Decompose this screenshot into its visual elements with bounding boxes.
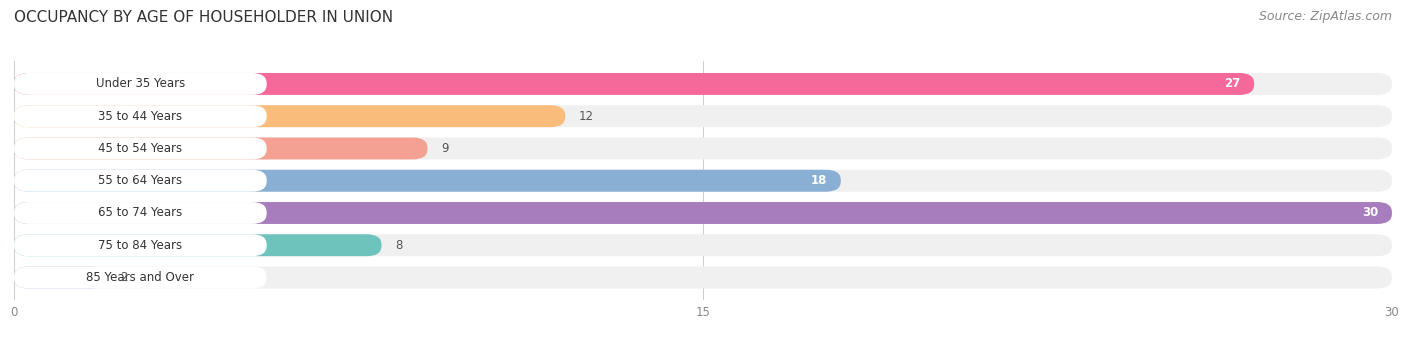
FancyBboxPatch shape xyxy=(14,267,267,288)
Text: 85 Years and Over: 85 Years and Over xyxy=(86,271,194,284)
FancyBboxPatch shape xyxy=(14,234,267,256)
FancyBboxPatch shape xyxy=(14,105,267,127)
Text: 75 to 84 Years: 75 to 84 Years xyxy=(98,239,183,252)
Text: Source: ZipAtlas.com: Source: ZipAtlas.com xyxy=(1258,10,1392,23)
Text: 12: 12 xyxy=(579,110,593,123)
FancyBboxPatch shape xyxy=(14,234,1392,256)
FancyBboxPatch shape xyxy=(14,234,381,256)
FancyBboxPatch shape xyxy=(14,137,427,160)
FancyBboxPatch shape xyxy=(14,137,1392,160)
FancyBboxPatch shape xyxy=(14,202,1392,224)
Text: 18: 18 xyxy=(811,174,827,187)
Text: 45 to 54 Years: 45 to 54 Years xyxy=(98,142,183,155)
Text: 8: 8 xyxy=(395,239,402,252)
Text: 35 to 44 Years: 35 to 44 Years xyxy=(98,110,183,123)
Text: Under 35 Years: Under 35 Years xyxy=(96,77,186,90)
FancyBboxPatch shape xyxy=(14,105,1392,127)
FancyBboxPatch shape xyxy=(14,170,267,192)
FancyBboxPatch shape xyxy=(14,202,267,224)
Text: 65 to 74 Years: 65 to 74 Years xyxy=(98,207,183,220)
FancyBboxPatch shape xyxy=(14,73,1254,95)
FancyBboxPatch shape xyxy=(14,105,565,127)
FancyBboxPatch shape xyxy=(14,267,105,288)
Text: 2: 2 xyxy=(120,271,127,284)
Text: 55 to 64 Years: 55 to 64 Years xyxy=(98,174,183,187)
FancyBboxPatch shape xyxy=(14,170,1392,192)
FancyBboxPatch shape xyxy=(14,73,1392,95)
FancyBboxPatch shape xyxy=(14,170,841,192)
FancyBboxPatch shape xyxy=(14,267,1392,288)
Text: 9: 9 xyxy=(441,142,449,155)
FancyBboxPatch shape xyxy=(14,137,267,160)
Text: OCCUPANCY BY AGE OF HOUSEHOLDER IN UNION: OCCUPANCY BY AGE OF HOUSEHOLDER IN UNION xyxy=(14,10,394,25)
Text: 30: 30 xyxy=(1362,207,1378,220)
Text: 27: 27 xyxy=(1225,77,1240,90)
FancyBboxPatch shape xyxy=(14,73,267,95)
FancyBboxPatch shape xyxy=(14,202,1392,224)
